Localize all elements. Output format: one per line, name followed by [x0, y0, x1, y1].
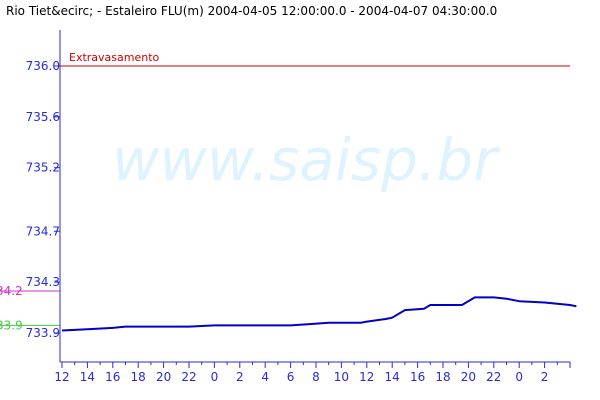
x-tick-label: 14 — [385, 370, 400, 384]
y-tick-label: 735.2 — [26, 161, 60, 175]
x-tick-label: 20 — [461, 370, 476, 384]
reference-level-label: 34.2 — [0, 284, 23, 298]
y-tick-label: 734.3 — [26, 275, 60, 289]
series-layer — [61, 296, 577, 332]
x-tick-label: 0 — [211, 370, 219, 384]
threshold-label: Extravasamento — [69, 51, 160, 64]
series-line — [61, 296, 577, 332]
axes — [59, 30, 570, 363]
y-tick-label: 734.7 — [26, 224, 60, 238]
x-tick-label: 4 — [261, 370, 269, 384]
x-tick-label: 10 — [334, 370, 349, 384]
y-tick-label: 733.9 — [26, 326, 60, 340]
x-tick-label: 18 — [435, 370, 450, 384]
y-tick-labels: 736.0 735.6 735.2 734.7 734.3 733.9 — [26, 59, 60, 340]
y-tick-label: 735.6 — [26, 110, 60, 124]
chart-title: Rio Tiet&ecirc; - Estaleiro FLU(m) 2004-… — [6, 4, 497, 18]
x-tick-label: 20 — [156, 370, 171, 384]
x-tick-label: 8 — [312, 370, 320, 384]
x-tick-label: 2 — [236, 370, 244, 384]
x-tick-label: 12 — [54, 370, 69, 384]
threshold-layer: Extravasamento — [60, 51, 570, 67]
reference-levels: 34.2 33.9 — [0, 284, 60, 332]
x-tick-label: 14 — [80, 370, 95, 384]
y-tick-label: 736.0 — [26, 59, 60, 73]
x-tick-label: 12 — [359, 370, 374, 384]
x-tick-label: 22 — [486, 370, 501, 384]
x-tick-label: 22 — [181, 370, 196, 384]
x-tick-label: 16 — [410, 370, 425, 384]
watermark: www.saisp.br — [112, 126, 500, 194]
reference-level-label: 33.9 — [0, 318, 23, 332]
x-tick-label: 6 — [287, 370, 295, 384]
x-tick-label: 16 — [105, 370, 120, 384]
x-tick-label: 2 — [541, 370, 549, 384]
x-tick-labels: 12 14 16 18 20 22 0 2 4 6 8 10 12 14 16 18 20 22 0 2 — [54, 362, 571, 384]
x-tick-label: 18 — [131, 370, 146, 384]
x-tick-label: 0 — [515, 370, 523, 384]
